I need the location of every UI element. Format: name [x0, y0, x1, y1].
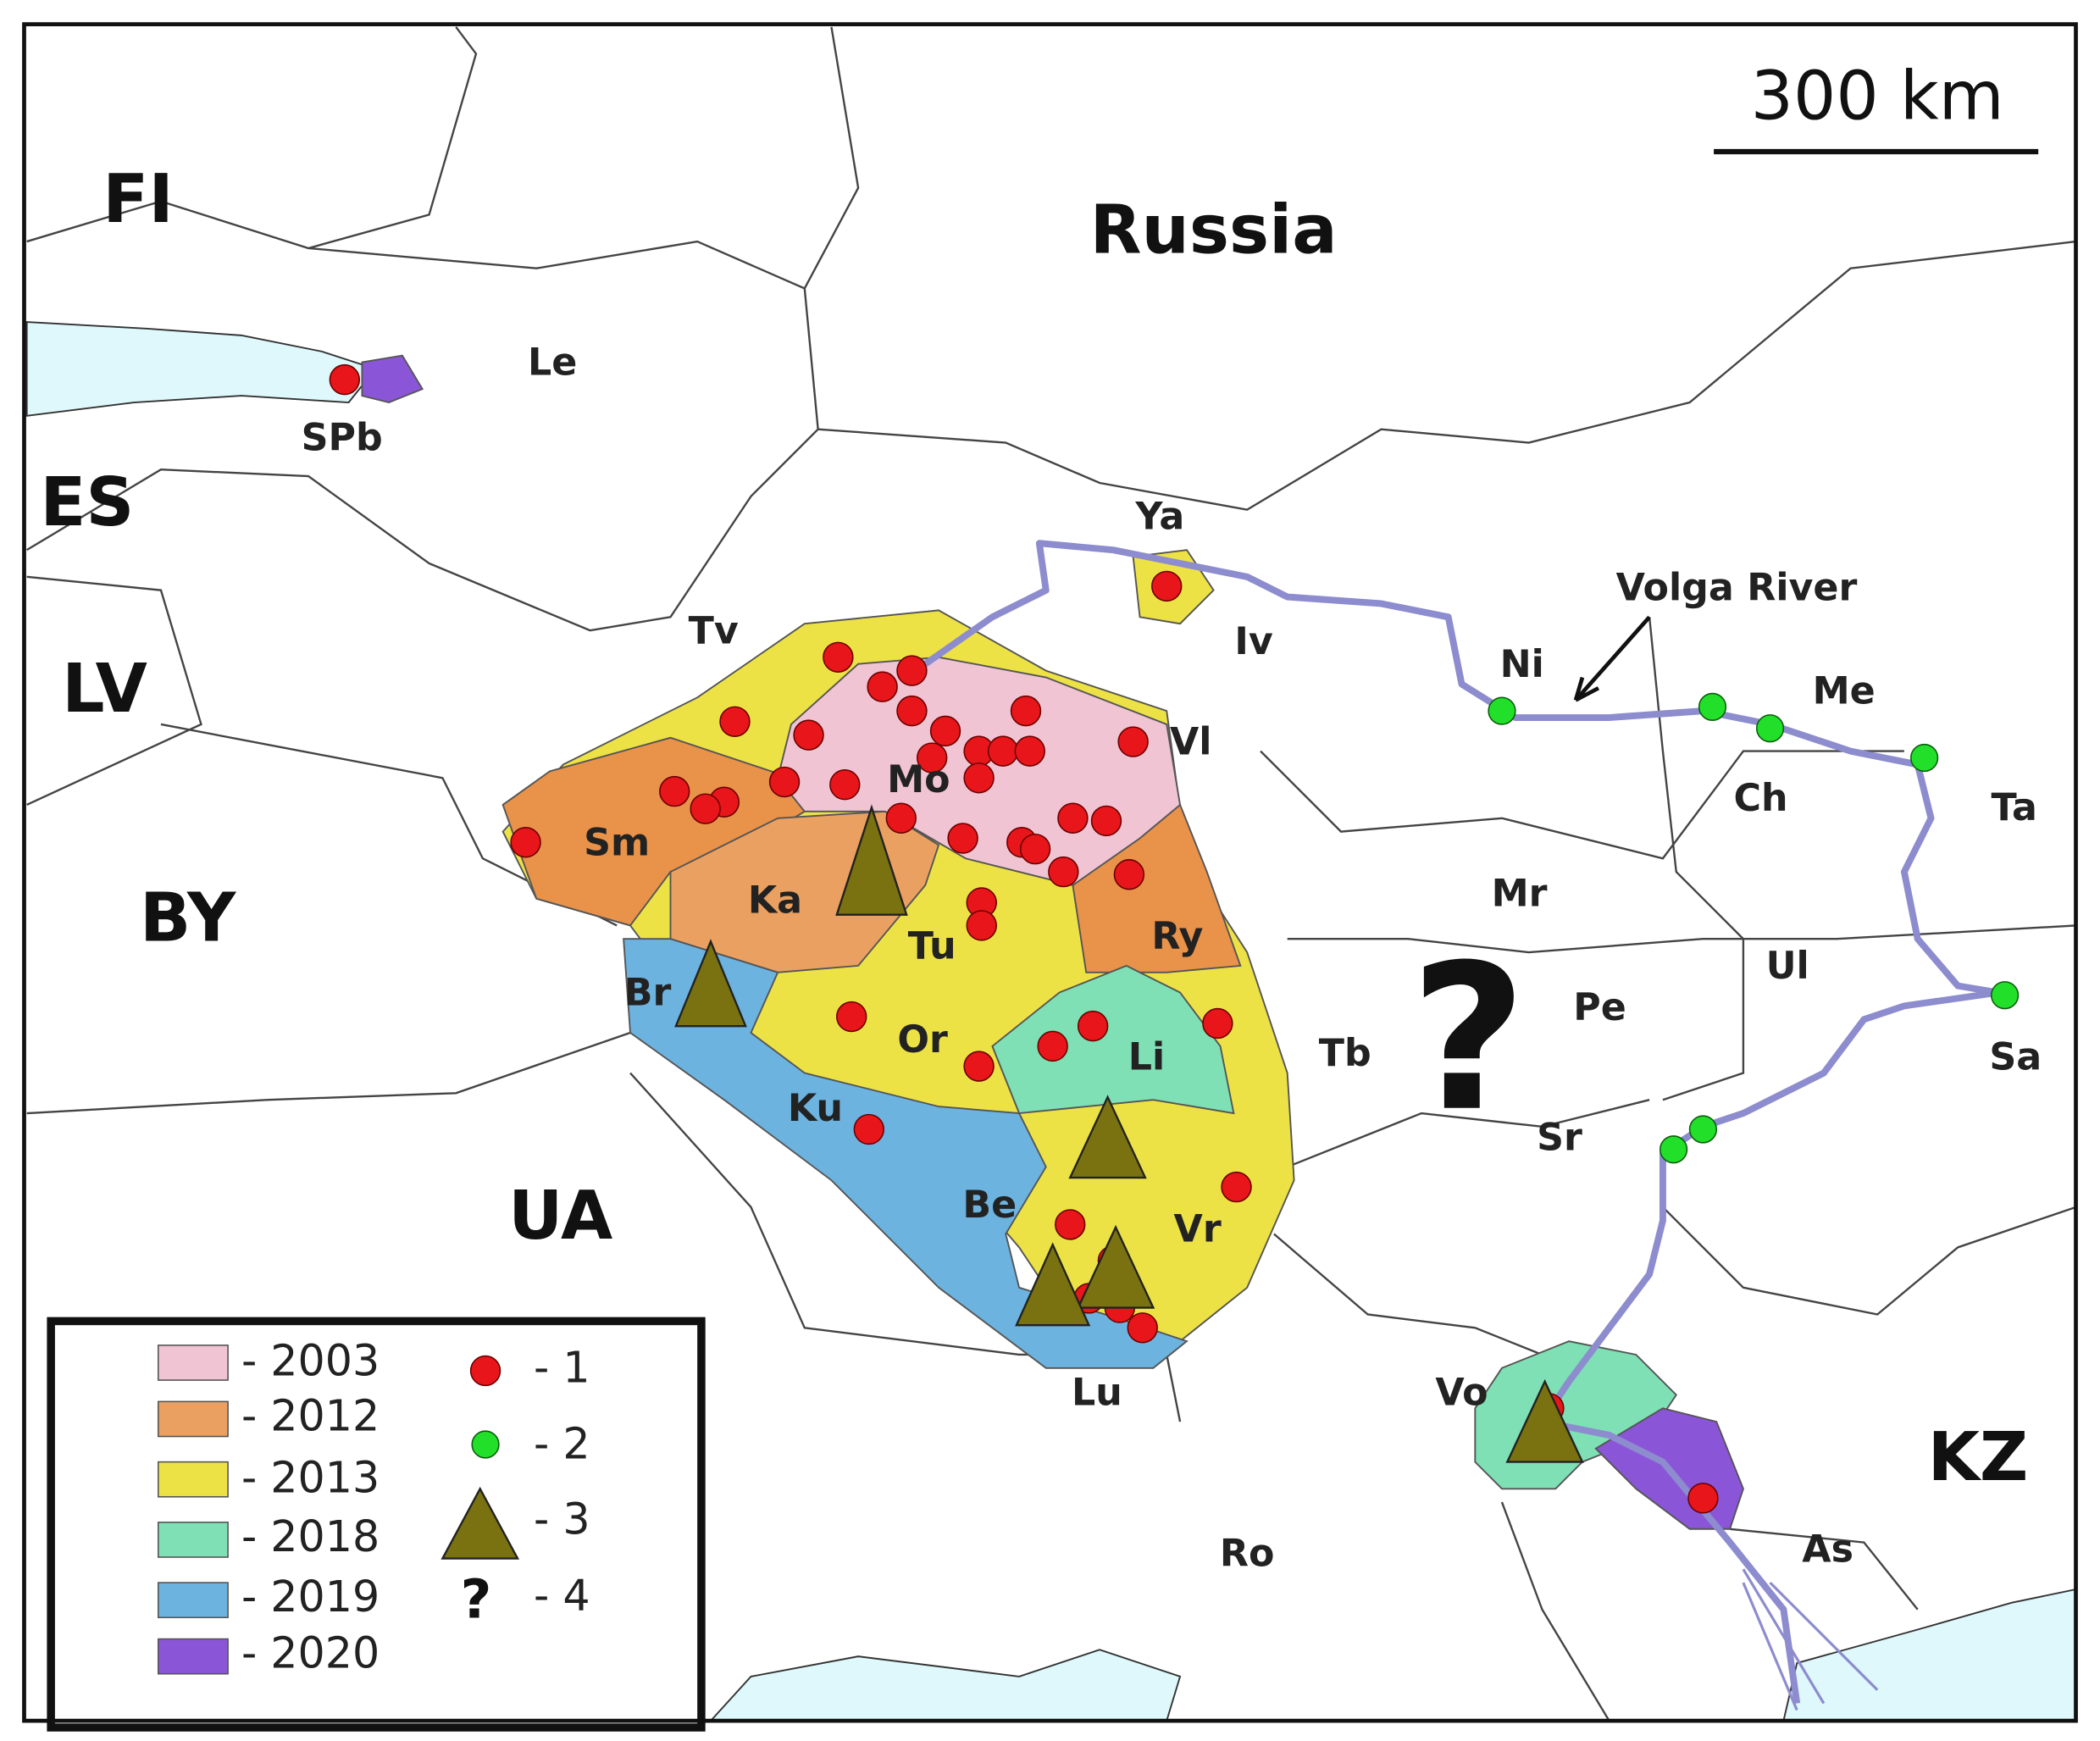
region-label: Sa [1989, 1036, 2042, 1079]
country-label: LV [62, 650, 147, 728]
legend-swatch [158, 1582, 229, 1619]
country-label: KZ [1928, 1418, 2029, 1496]
unknown-marker: ? [1410, 923, 1527, 1156]
region-label: Be [962, 1184, 1017, 1227]
legend-label: - 2019 [241, 1572, 380, 1622]
region-label: Sr [1537, 1117, 1582, 1160]
scale-label: 300 km [1751, 57, 2004, 135]
river-arrow [1573, 615, 1651, 702]
country-label: UA [508, 1177, 612, 1255]
region-label: Le [528, 341, 577, 385]
country-label: Russia [1090, 191, 1338, 269]
region-label: Pe [1573, 986, 1626, 1029]
region-label: Iv [1234, 620, 1272, 663]
legend-triangle [441, 1486, 520, 1560]
legend-label: - 3 [534, 1494, 590, 1544]
region-label: Or [897, 1018, 948, 1062]
region-label: Li [1128, 1036, 1165, 1079]
region-label: Vo [1435, 1371, 1488, 1414]
legend-question: ? [461, 1567, 492, 1630]
map-frame [22, 22, 2078, 1723]
green-points [1488, 692, 2020, 1164]
region-label: SPb [302, 416, 383, 459]
legend-label: - 2020 [241, 1628, 380, 1678]
region-label: Br [624, 972, 672, 1015]
region-label: Me [1813, 670, 1876, 713]
legend-label: - 2018 [241, 1511, 380, 1561]
region-label: Ch [1733, 777, 1787, 820]
region-label: Mo [887, 758, 950, 801]
legend-label: - 4 [534, 1571, 590, 1621]
legend-green-point [471, 1430, 500, 1459]
region-label: Mr [1492, 873, 1548, 916]
country-label: ES [40, 463, 134, 541]
region-label: Ry [1151, 915, 1203, 958]
legend-label: - 1 [534, 1342, 590, 1392]
river-label: Volga River [1616, 567, 1858, 610]
region-label: Vr [1174, 1207, 1222, 1250]
region-label: Tu [908, 924, 956, 968]
legend-swatch [158, 1400, 229, 1438]
region-label: Ya [1134, 496, 1184, 539]
region-label: Lu [1072, 1371, 1122, 1414]
region-label: Ku [788, 1087, 843, 1130]
region-label: Ro [1220, 1532, 1275, 1575]
legend-label: - 2013 [241, 1452, 380, 1502]
legend-label: - 2 [534, 1419, 590, 1469]
region-label: Ni [1500, 643, 1544, 686]
borders [26, 26, 2076, 1722]
legend-label: - 2012 [241, 1390, 380, 1440]
volga-river [923, 540, 2002, 1711]
region-label: As [1802, 1528, 1853, 1572]
legend: - 2003 - 2012 - 2013 - 2018 - 2019 - 202… [47, 1317, 706, 1732]
region-label: Ta [1991, 786, 2036, 829]
region-label: Ul [1766, 945, 1809, 988]
legend-swatch [158, 1522, 229, 1558]
region-label: Sm [584, 821, 650, 864]
legend-swatch [158, 1345, 229, 1381]
country-label: FI [103, 160, 174, 238]
legend-swatch [158, 1461, 229, 1498]
region-label: Vl [1170, 721, 1211, 764]
country-label: BY [140, 879, 237, 957]
legend-red-point [469, 1355, 501, 1387]
region-label: Ka [748, 879, 802, 922]
legend-swatch [158, 1638, 229, 1675]
legend-label: - 2003 [241, 1336, 380, 1386]
region-label: Tv [689, 609, 739, 652]
region-label: Tb [1319, 1032, 1371, 1075]
triangles [674, 804, 1584, 1463]
labels: FI ES LV BY UA Russia KZ SPb Le Ya Iv Tv… [40, 160, 2042, 1575]
